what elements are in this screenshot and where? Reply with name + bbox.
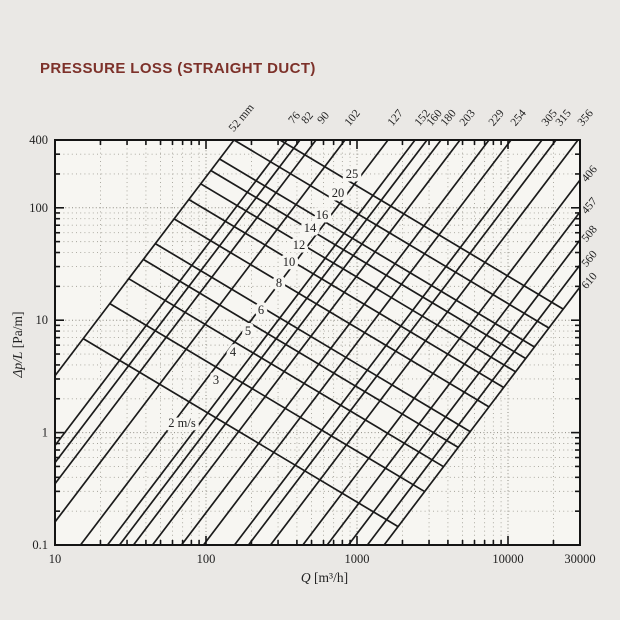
velocity-label-3ms: 3 [213, 373, 219, 387]
axes-frame [54, 139, 581, 546]
diameter-line-560mm [366, 264, 581, 546]
diameter-line-160mm [118, 139, 428, 546]
y-axis-title: Δp/L [Pa/m] [10, 311, 25, 378]
velocity-label-16ms: 16 [316, 208, 329, 222]
diameter-line-305mm [233, 139, 543, 546]
x-tick-label-100: 100 [197, 552, 216, 566]
page-title: PRESSURE LOSS (STRAIGHT DUCT) [40, 60, 316, 77]
velocity-label-14ms: 14 [304, 221, 317, 235]
diameter-line-406mm [302, 179, 581, 546]
velocity-line-16ms [219, 158, 535, 348]
velocity-label-6ms: 6 [258, 303, 264, 317]
x-tick-label-10: 10 [49, 552, 62, 566]
velocity-label-20ms: 20 [332, 186, 345, 200]
y-tick-label-10: 10 [36, 313, 49, 327]
diameter-line-508mm [347, 239, 581, 546]
diameter-label-610mm: 610 [580, 270, 600, 291]
diameter-label-90mm: 90 [315, 110, 332, 127]
diameter-label-102mm: 102 [343, 107, 363, 128]
velocity-lines [82, 139, 564, 528]
diameter-line-127mm [79, 139, 389, 546]
velocity-line-4ms [128, 277, 445, 468]
diameter-line-82mm [54, 139, 301, 464]
y-tick-label-400: 400 [29, 133, 48, 147]
velocity-line-10ms [188, 198, 505, 389]
velocity-label-5ms: 5 [245, 324, 251, 338]
y-tick-label-100: 100 [29, 201, 48, 215]
diameter-line-229mm [180, 139, 490, 546]
diameter-lines [54, 139, 581, 546]
diameter-label-356mm: 356 [576, 107, 596, 128]
diameter-line-610mm [383, 286, 581, 546]
x-axis-title: Q [m³/h] [301, 570, 348, 585]
velocity-line-2ms [82, 337, 399, 528]
velocity-line-5ms [142, 258, 459, 449]
velocity-line-8ms [173, 218, 490, 408]
diameter-label-180mm: 180 [439, 107, 459, 128]
diameter-label-127mm: 127 [386, 107, 406, 128]
velocity-line-6ms [154, 242, 471, 433]
x-tick-label-1000: 1000 [345, 552, 370, 566]
velocity-label-2ms: 2 m/s [168, 416, 196, 430]
diameter-line-457mm [326, 211, 581, 546]
velocity-line-25ms [279, 139, 564, 310]
velocity-label-4ms: 4 [230, 345, 237, 359]
velocity-line-3ms [109, 302, 426, 493]
diameter-label-508mm: 508 [580, 223, 600, 244]
diameter-label-203mm: 203 [458, 107, 478, 128]
diameter-label-457mm: 457 [580, 195, 600, 216]
velocity-label-8ms: 8 [276, 276, 282, 290]
velocity-line-12ms [200, 183, 517, 373]
diameter-line-203mm [151, 139, 461, 546]
diameter-label-82mm: 82 [299, 110, 316, 127]
diameter-line-90mm [54, 139, 317, 485]
diameter-label-315mm: 315 [554, 107, 574, 128]
y-tick-label-0.1: 0.1 [32, 538, 48, 552]
velocity-label-25ms: 25 [346, 167, 359, 181]
diameter-line-180mm [132, 139, 442, 546]
velocity-line-14ms [210, 169, 527, 360]
diameter-line-315mm [247, 139, 557, 546]
x-tick-label-30000: 30000 [564, 552, 595, 566]
diameter-line-102mm [54, 139, 346, 523]
diameter-label-52mm: 52 mm [227, 102, 257, 134]
diameter-label-229mm: 229 [487, 107, 507, 128]
diameter-line-152mm [106, 139, 416, 546]
diameter-line-356mm [269, 139, 579, 546]
diameter-label-254mm: 254 [509, 107, 529, 128]
y-tick-label-1: 1 [42, 426, 48, 440]
diameter-line-254mm [202, 139, 512, 546]
diameter-line-76mm [54, 139, 288, 447]
x-tick-label-10000: 10000 [492, 552, 523, 566]
diameter-line-52mm [54, 139, 235, 377]
velocity-line-20ms [233, 139, 550, 329]
velocity-label-12ms: 12 [293, 238, 306, 252]
velocity-label-10ms: 10 [283, 255, 296, 269]
diameter-label-406mm: 406 [580, 163, 600, 184]
diameter-label-560mm: 560 [580, 248, 600, 269]
